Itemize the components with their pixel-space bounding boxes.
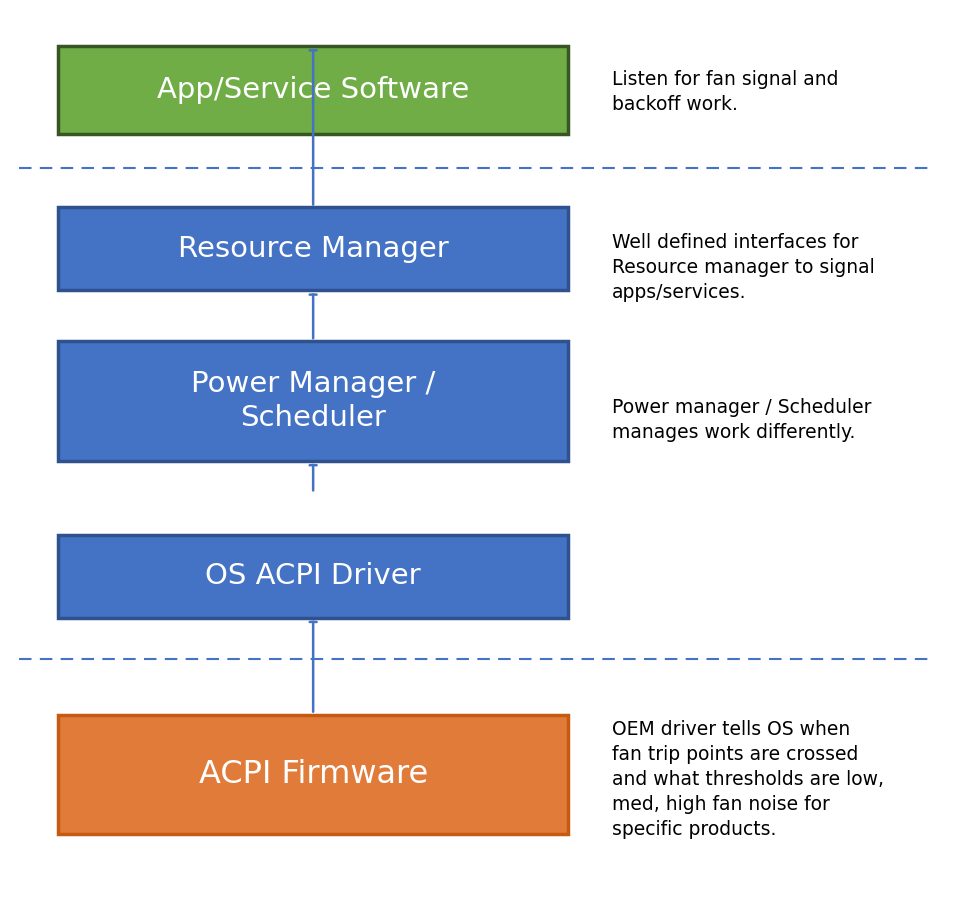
FancyBboxPatch shape <box>58 535 568 618</box>
Text: Listen for fan signal and
backoff work.: Listen for fan signal and backoff work. <box>612 70 838 114</box>
Text: OEM driver tells OS when
fan trip points are crossed
and what thresholds are low: OEM driver tells OS when fan trip points… <box>612 719 884 839</box>
Text: Well defined interfaces for
Resource manager to signal
apps/services.: Well defined interfaces for Resource man… <box>612 233 875 301</box>
Text: Power Manager /
Scheduler: Power Manager / Scheduler <box>191 370 435 432</box>
Text: OS ACPI Driver: OS ACPI Driver <box>205 562 421 590</box>
FancyBboxPatch shape <box>58 207 568 290</box>
FancyBboxPatch shape <box>58 715 568 834</box>
Text: Power manager / Scheduler
manages work differently.: Power manager / Scheduler manages work d… <box>612 397 871 442</box>
Text: ACPI Firmware: ACPI Firmware <box>198 759 428 790</box>
FancyBboxPatch shape <box>58 341 568 461</box>
Text: App/Service Software: App/Service Software <box>157 76 469 104</box>
Text: Resource Manager: Resource Manager <box>178 235 449 263</box>
FancyBboxPatch shape <box>58 46 568 134</box>
